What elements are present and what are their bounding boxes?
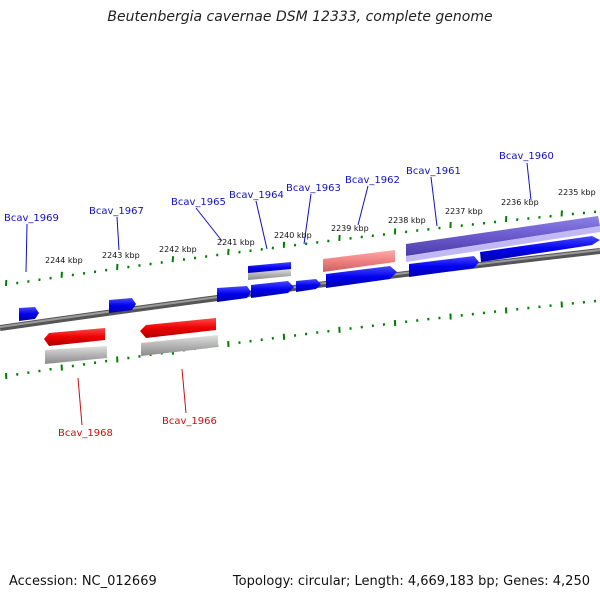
forward-leader-lines bbox=[25, 162, 532, 273]
gene-label-bcav-1964[interactable]: Bcav_1964 bbox=[229, 190, 284, 201]
gene-bcav-1966-shadow bbox=[141, 335, 218, 356]
gene-bcav-1965-feature[interactable] bbox=[217, 286, 251, 302]
kbp-label-2236: 2236 kbp bbox=[501, 198, 539, 207]
gene-bcav-1967-feature[interactable] bbox=[109, 298, 136, 313]
lower-ruler-ticks bbox=[5, 299, 597, 380]
gene-bcav-1961-feature[interactable] bbox=[409, 256, 479, 277]
kbp-label-2235: 2235 kbp bbox=[558, 188, 596, 197]
gene-label-bcav-1966[interactable]: Bcav_1966 bbox=[162, 416, 217, 427]
gene-label-bcav-1960[interactable]: Bcav_1960 bbox=[499, 151, 554, 162]
genome-summary-text: Topology: circular; Length: 4,669,183 bp… bbox=[232, 574, 590, 589]
kbp-label-2240: 2240 kbp bbox=[274, 231, 312, 240]
kbp-label-2242: 2242 kbp bbox=[159, 245, 197, 254]
gene-label-bcav-1963[interactable]: Bcav_1963 bbox=[286, 183, 341, 194]
gene-bcav-1964-selected-shadow bbox=[248, 269, 291, 280]
gene-label-bcav-1965[interactable]: Bcav_1965 bbox=[171, 197, 226, 208]
gene-bcav-1962-selected-bar[interactable] bbox=[323, 250, 395, 272]
gene-bcav-1962-feature[interactable] bbox=[326, 266, 397, 288]
gene-bcav-1969-feature[interactable] bbox=[19, 307, 39, 321]
gene-label-bcav-1969[interactable]: Bcav_1969 bbox=[4, 213, 59, 224]
gene-label-bcav-1962[interactable]: Bcav_1962 bbox=[345, 175, 400, 186]
gene-bcav-1968-feature[interactable] bbox=[44, 328, 105, 346]
kbp-label-2244: 2244 kbp bbox=[45, 256, 83, 265]
gene-bcav-1966-feature[interactable] bbox=[140, 318, 216, 338]
map-title: Beutenbergia cavernae DSM 12333, complet… bbox=[107, 9, 493, 25]
kbp-label-2239: 2239 kbp bbox=[331, 224, 369, 233]
gene-label-bcav-1961[interactable]: Bcav_1961 bbox=[406, 166, 461, 177]
accession-text: Accession: NC_012669 bbox=[9, 574, 157, 589]
gene-bcav-1960-selected-bar[interactable] bbox=[406, 216, 600, 256]
upper-ruler-line bbox=[0, 208, 600, 286]
gene-bcav-1960-selected-shadow bbox=[406, 226, 600, 262]
reverse-genes bbox=[44, 318, 218, 364]
upper-ruler-ticks bbox=[5, 210, 597, 287]
gene-bcav-1964-feature[interactable] bbox=[251, 281, 294, 298]
gene-label-bcav-1967[interactable]: Bcav_1967 bbox=[89, 206, 144, 217]
kbp-label-2237: 2237 kbp bbox=[445, 207, 483, 216]
reverse-leader-lines bbox=[77, 368, 187, 426]
gene-label-bcav-1968[interactable]: Bcav_1968 bbox=[58, 428, 113, 439]
kbp-label-2238: 2238 kbp bbox=[388, 216, 426, 225]
kbp-label-2243: 2243 kbp bbox=[102, 251, 140, 260]
gene-bcav-1963-feature[interactable] bbox=[296, 279, 321, 292]
kbp-label-2241: 2241 kbp bbox=[217, 238, 255, 247]
gene-bcav-1960-feature[interactable] bbox=[480, 236, 600, 262]
gene-bcav-1968-shadow bbox=[45, 346, 107, 364]
forward-genes bbox=[19, 216, 600, 321]
